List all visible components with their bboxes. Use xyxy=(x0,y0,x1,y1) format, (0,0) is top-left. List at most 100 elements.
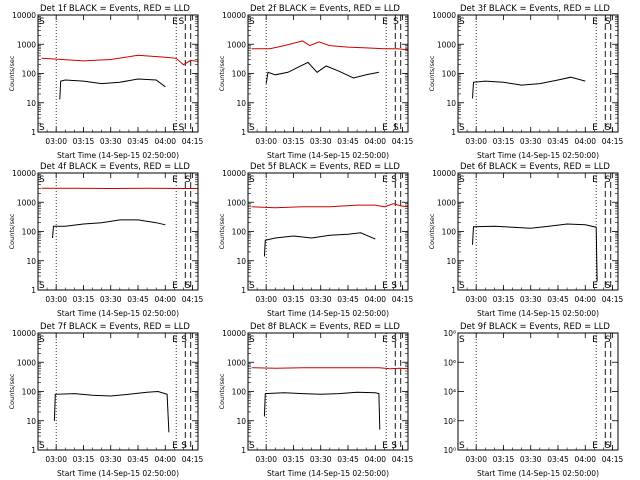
chart-title: Det 4f BLACK = Events, RED = LLD xyxy=(40,162,190,172)
x-tick-label: 03:30 xyxy=(310,455,332,464)
marker-e-top: E xyxy=(592,175,598,185)
marker-s-top: S xyxy=(459,175,465,185)
marker-s-bottom: S xyxy=(391,281,397,291)
y-tick-label: 1000 xyxy=(437,40,456,49)
x-tick-label: 03:00 xyxy=(465,137,487,146)
y-tick-label: 100 xyxy=(232,228,247,237)
y-axis-label: Counts/sec xyxy=(218,55,226,91)
marker-s-bottom: S xyxy=(391,441,397,451)
chart-panel-9: Det 9f BLACK = Events, RED = LLD Start Ti… xyxy=(443,322,623,478)
chart-title: Det 7f BLACK = Events, RED = LLD xyxy=(40,322,190,332)
marker-s-top: S xyxy=(39,175,45,185)
marker-s-top: S xyxy=(39,17,45,27)
y-tick-label: 1000 xyxy=(227,198,246,207)
marker-s-bottom: S xyxy=(249,123,255,133)
marker-s-bottom: S xyxy=(185,281,191,291)
y-tick-label: 1 xyxy=(241,128,246,137)
x-tick-label: 04:15 xyxy=(182,137,204,146)
x-tick-label: 03:00 xyxy=(45,295,67,304)
events-series-line xyxy=(53,390,170,433)
events-series-line xyxy=(263,391,381,430)
y-tick-label: 10 xyxy=(446,257,456,266)
x-axis-label: Start Time (14-Sep-15 02:50:00) xyxy=(267,469,389,478)
chart-title: Det 3f BLACK = Events, RED = LLD xyxy=(460,4,610,14)
y-tick-label: 10⁸ xyxy=(443,329,456,338)
plot-frame xyxy=(457,172,619,291)
y-axis-label: Counts/sec xyxy=(428,213,436,249)
y-tick-label: 10² xyxy=(443,417,456,426)
y-tick-label: 10000 xyxy=(12,11,36,20)
marker-s-bottom: S xyxy=(605,441,611,451)
chart-title: Det 1f BLACK = Events, RED = LLD xyxy=(40,4,190,14)
x-tick-label: 04:00 xyxy=(154,455,176,464)
x-tick-label: 03:00 xyxy=(45,137,67,146)
x-axis-label: Start Time (14-Sep-15 02:50:00) xyxy=(477,151,599,160)
x-tick-label: 03:15 xyxy=(493,137,515,146)
marker-e-top: E xyxy=(382,175,388,185)
x-tick-label: 04:15 xyxy=(182,455,204,464)
x-tick-label: 04:00 xyxy=(154,137,176,146)
chart-panel-1: Det 1f BLACK = Events, RED = LLD Counts/s… xyxy=(8,4,204,160)
marker-s-top: S xyxy=(605,335,611,345)
chart-panel-3: Det 3f BLACK = Events, RED = LLD Counts/s… xyxy=(428,4,624,160)
events-series-line xyxy=(263,232,376,257)
y-tick-label: 1000 xyxy=(227,358,246,367)
plot-frame xyxy=(37,172,199,291)
marker-e-bottom: E xyxy=(592,281,598,291)
y-tick-label: 10 xyxy=(236,257,246,266)
y-tick-label: 1 xyxy=(241,446,246,455)
marker-s-top: S xyxy=(605,175,611,185)
y-tick-label: 10 xyxy=(236,417,246,426)
y-tick-label: 10 xyxy=(26,417,36,426)
x-tick-label: 03:15 xyxy=(493,295,515,304)
x-tick-label: 03:15 xyxy=(283,295,305,304)
y-tick-label: 1 xyxy=(31,128,36,137)
marker-s-bottom: S xyxy=(181,441,187,451)
marker-s-top: S xyxy=(459,335,465,345)
chart-panel-8: Det 8f BLACK = Events, RED = LLD Counts/s… xyxy=(218,322,414,478)
y-tick-label: 1000 xyxy=(17,40,36,49)
y-axis-label: Counts/sec xyxy=(218,213,226,249)
x-tick-label: 04:00 xyxy=(574,295,596,304)
y-tick-label: 10000 xyxy=(432,169,456,178)
marker-e-bottom: E xyxy=(382,281,388,291)
x-tick-label: 03:00 xyxy=(45,455,67,464)
y-tick-label: 10 xyxy=(446,99,456,108)
marker-s-bottom: S xyxy=(459,441,465,451)
x-axis-label: Start Time (14-Sep-15 02:50:00) xyxy=(57,151,179,160)
y-tick-label: 1 xyxy=(31,286,36,295)
y-axis-label: Counts/sec xyxy=(428,55,436,91)
events-series-line xyxy=(472,76,586,99)
y-tick-label: 100 xyxy=(232,388,247,397)
events-series-line xyxy=(472,223,598,282)
marker-s-bottom: S xyxy=(393,123,399,133)
lld-series-line xyxy=(251,367,409,370)
marker-s-bottom: S xyxy=(459,281,465,291)
x-axis-label: Start Time (14-Sep-15 02:50:00) xyxy=(477,469,599,478)
x-tick-label: 04:15 xyxy=(602,295,624,304)
x-tick-label: 03:30 xyxy=(100,295,122,304)
marker-e-bottom: E xyxy=(172,441,178,451)
y-tick-label: 10000 xyxy=(12,169,36,178)
marker-s-top: S xyxy=(393,17,399,27)
y-tick-label: 100 xyxy=(232,70,247,79)
y-tick-label: 1000 xyxy=(437,198,456,207)
x-tick-label: 03:30 xyxy=(520,455,542,464)
plot-frame xyxy=(457,14,619,133)
y-tick-label: 10000 xyxy=(222,169,246,178)
y-tick-label: 100 xyxy=(442,70,457,79)
marker-s-bottom: S xyxy=(605,123,611,133)
marker-s-bottom: S xyxy=(249,441,255,451)
marker-e-bottom: E xyxy=(172,123,178,133)
y-axis-label: Counts/sec xyxy=(8,373,16,409)
chart-panel-4: Det 4f BLACK = Events, RED = LLD Counts/s… xyxy=(8,162,204,318)
marker-s-bottom: S xyxy=(39,441,45,451)
x-axis-label: Start Time (14-Sep-15 02:50:00) xyxy=(267,309,389,318)
events-series-line xyxy=(59,78,166,100)
marker-e-top: E xyxy=(592,335,598,345)
marker-s-bottom: S xyxy=(459,123,465,133)
y-tick-label: 10 xyxy=(26,99,36,108)
y-tick-label: 10 xyxy=(236,99,246,108)
chart-title: Det 9f BLACK = Events, RED = LLD xyxy=(460,322,610,332)
x-tick-label: 03:30 xyxy=(520,137,542,146)
